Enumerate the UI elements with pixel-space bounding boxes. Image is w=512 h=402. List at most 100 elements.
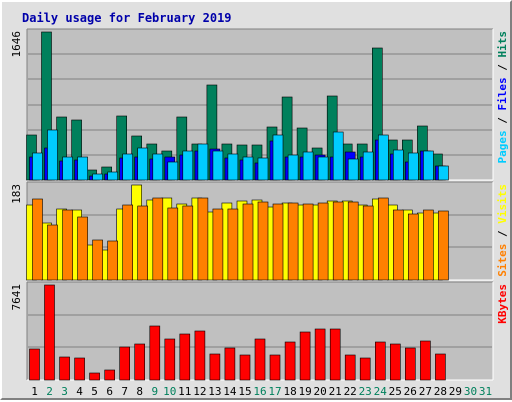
bar-kbytes-day-1	[29, 348, 40, 381]
bar-sites-day-15	[242, 203, 254, 281]
bar-kbytes-day-21	[329, 328, 341, 381]
day-label-8: 8	[136, 385, 143, 398]
bar-kbytes-day-14	[224, 347, 236, 381]
bar-kbytes-day-3	[59, 356, 70, 381]
side-label-part: Hits	[496, 31, 509, 58]
bar-pages-day-14	[227, 153, 239, 181]
bar-sites-day-2	[47, 224, 58, 281]
bar-pages-day-11	[182, 150, 194, 181]
bar-sites-day-4	[77, 216, 88, 281]
bar-pages-day-24	[377, 134, 389, 181]
bar-sites-day-20	[317, 202, 329, 281]
bar-pages-day-16	[257, 157, 269, 181]
bar-kbytes-day-17	[269, 354, 281, 381]
day-label-11: 11	[178, 385, 191, 398]
bar-kbytes-day-10	[164, 338, 176, 381]
bar-sites-day-10	[167, 207, 179, 281]
bar-kbytes-day-19	[299, 331, 311, 381]
side-label-part: /	[496, 58, 509, 78]
bar-sites-day-24	[377, 197, 389, 281]
bar-pages-day-13	[212, 150, 224, 181]
day-label-9: 9	[151, 385, 158, 398]
bar-kbytes-day-22	[344, 354, 356, 381]
day-label-12: 12	[193, 385, 206, 398]
day-label-18: 18	[283, 385, 296, 398]
bar-pages-day-26	[407, 152, 419, 181]
side-label-part: /	[496, 111, 509, 131]
bar-pages-day-28	[438, 165, 449, 181]
day-label-7: 7	[121, 385, 128, 398]
bar-kbytes-day-28	[435, 353, 446, 381]
bar-pages-day-20	[317, 156, 329, 181]
bar-pages-day-1	[32, 152, 43, 181]
day-label-26: 26	[404, 385, 417, 398]
bar-kbytes-day-20	[314, 328, 326, 381]
bar-pages-day-6	[107, 171, 118, 181]
day-label-15: 15	[238, 385, 251, 398]
y-max-label-kbytes: 7641	[10, 284, 23, 311]
day-label-30: 30	[464, 385, 477, 398]
bar-pages-day-7	[122, 153, 133, 181]
bar-pages-day-12	[197, 143, 209, 181]
bar-kbytes-day-15	[239, 354, 251, 381]
bar-sites-day-17	[272, 203, 284, 281]
bar-pages-day-21	[332, 131, 344, 181]
day-label-16: 16	[253, 385, 266, 398]
day-label-23: 23	[359, 385, 372, 398]
bar-kbytes-day-7	[119, 346, 130, 381]
side-label-visits-sites: Sites / Visits	[496, 184, 509, 277]
bar-pages-day-10	[167, 161, 179, 181]
bar-sites-day-19	[302, 203, 314, 281]
bar-pages-day-22	[347, 158, 359, 181]
bar-kbytes-day-16	[254, 338, 266, 381]
bar-pages-day-3	[62, 156, 73, 181]
bar-sites-day-16	[257, 201, 269, 281]
chart-title: Daily usage for February 2019	[22, 11, 232, 25]
bar-pages-day-8	[137, 147, 148, 181]
side-label-part: Sites	[496, 244, 509, 277]
y-max-label-visits-sites: 183	[10, 184, 23, 204]
side-label-part: Visits	[496, 184, 509, 224]
bar-kbytes-day-13	[209, 353, 221, 381]
bar-kbytes-day-9	[149, 325, 161, 381]
day-label-28: 28	[434, 385, 447, 398]
bar-kbytes-day-26	[404, 347, 416, 381]
bar-sites-day-25	[392, 209, 404, 281]
bar-sites-day-12	[197, 197, 209, 281]
day-label-31: 31	[479, 385, 492, 398]
bar-sites-day-23	[362, 205, 374, 281]
bar-pages-day-19	[302, 151, 314, 181]
bar-kbytes-day-6	[104, 369, 115, 381]
day-label-5: 5	[91, 385, 98, 398]
bar-sites-day-7	[122, 204, 133, 281]
bar-kbytes-day-4	[74, 357, 85, 381]
day-label-10: 10	[163, 385, 176, 398]
bar-pages-day-4	[77, 156, 88, 181]
day-label-21: 21	[329, 385, 342, 398]
bar-pages-day-23	[362, 151, 374, 181]
bar-sites-day-14	[227, 208, 239, 281]
y-max-label-hits-files-pages: 1646	[10, 31, 23, 58]
day-label-22: 22	[344, 385, 357, 398]
bar-kbytes-day-12	[194, 330, 206, 381]
bar-sites-day-13	[212, 208, 224, 281]
bar-sites-day-3	[62, 209, 73, 281]
bar-sites-day-11	[182, 205, 194, 281]
bar-sites-day-5	[92, 239, 103, 281]
bar-kbytes-day-5	[89, 372, 100, 381]
side-label-kbytes: KBytes	[496, 284, 509, 324]
day-label-2: 2	[46, 385, 53, 398]
bar-pages-day-25	[392, 149, 404, 181]
side-label-part: /	[496, 224, 509, 244]
bar-pages-day-18	[287, 154, 299, 181]
bar-pages-day-5	[92, 173, 103, 181]
bar-kbytes-day-27	[420, 340, 431, 381]
bar-sites-day-28	[438, 210, 449, 281]
day-label-20: 20	[313, 385, 326, 398]
day-label-1: 1	[31, 385, 38, 398]
bar-sites-day-6	[107, 240, 118, 281]
bar-sites-day-21	[332, 201, 344, 281]
side-label-part: Pages	[496, 130, 509, 163]
